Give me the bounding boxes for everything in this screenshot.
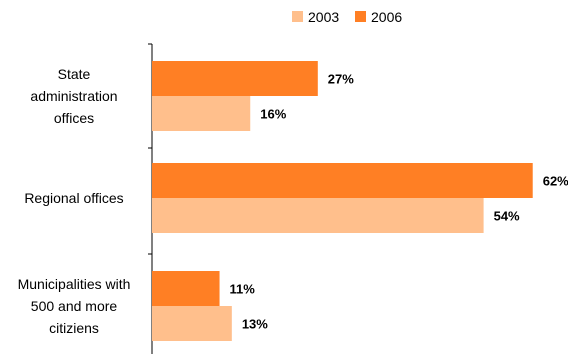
category-label-line: 500 and more: [31, 298, 118, 314]
legend-label-2003: 2003: [308, 9, 339, 25]
category-labels: State administration offices Regional offic…: [18, 66, 131, 336]
data-labels: 27% 62% 11% 16% 54% 13%: [230, 72, 568, 332]
category-label-line: Regional offices: [24, 190, 123, 206]
bars-group: [152, 61, 533, 341]
legend-swatch-2003: [292, 11, 303, 22]
data-label-2003-1: 54%: [494, 209, 520, 224]
legend-swatch-2006: [355, 11, 366, 22]
category-label-line: State: [58, 66, 91, 82]
data-label-2006-0: 27%: [328, 72, 354, 87]
category-label-0: State administration offices: [30, 66, 117, 126]
chart-legend: 2003 2006: [292, 9, 402, 25]
legend-label-2006: 2006: [371, 9, 402, 25]
data-label-2006-2: 11%: [230, 282, 256, 297]
bar-2006-2: [152, 271, 220, 306]
bar-2003-0: [152, 96, 251, 131]
bar-2003-2: [152, 306, 232, 341]
category-axis: [148, 43, 153, 354]
category-label-line: administration: [30, 88, 117, 104]
bar-2006-1: [152, 163, 533, 198]
data-label-2006-1: 62%: [543, 174, 568, 189]
category-label-2: Municipalities with 500 and more citiziens: [18, 276, 131, 336]
category-label-1: Regional offices: [24, 190, 123, 206]
data-label-2003-0: 16%: [260, 107, 286, 122]
bar-2006-0: [152, 61, 318, 96]
data-label-2003-2: 13%: [242, 317, 268, 332]
category-label-line: citiziens: [49, 320, 99, 336]
bar-2003-1: [152, 198, 484, 233]
category-label-line: offices: [54, 110, 94, 126]
category-label-line: Municipalities with: [18, 276, 131, 292]
